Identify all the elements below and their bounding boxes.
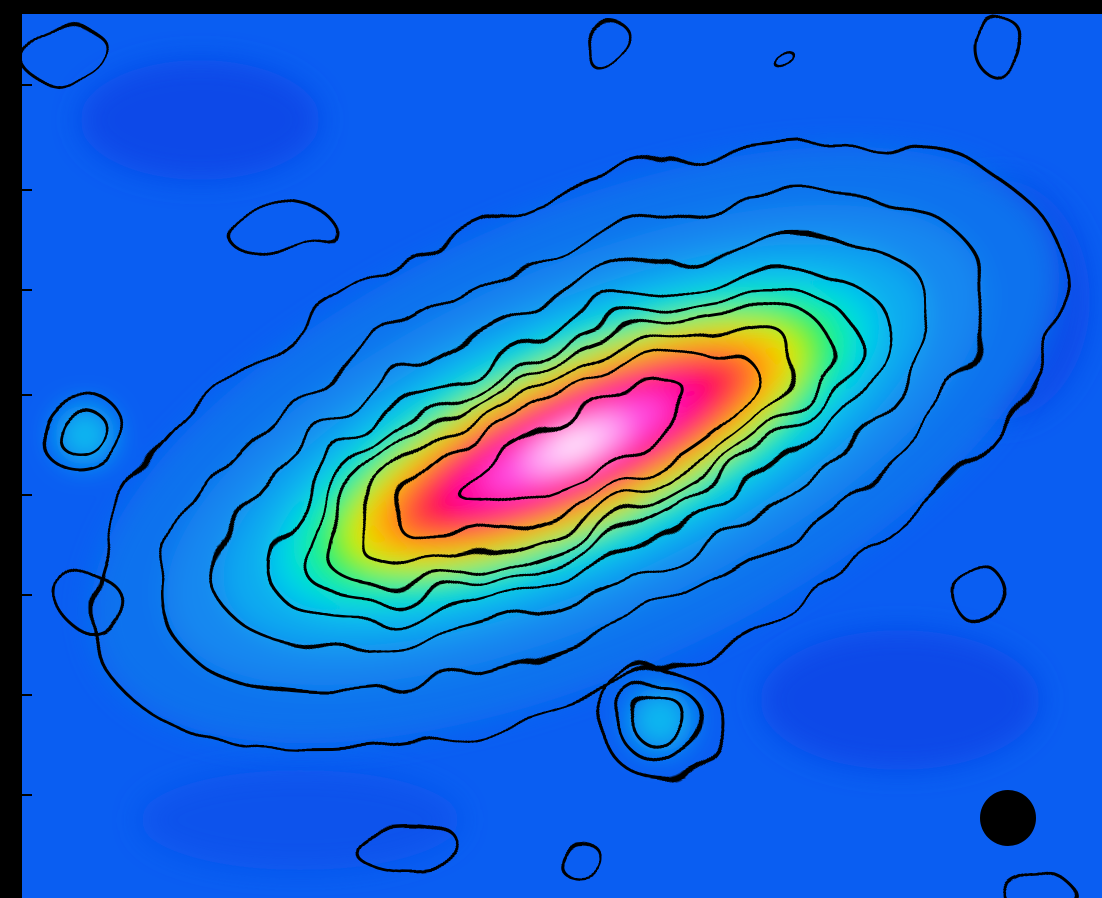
map-area	[2, 14, 1102, 898]
patch	[140, 770, 460, 870]
blob	[55, 405, 115, 465]
contour-map	[0, 0, 1102, 898]
beam	[980, 790, 1036, 846]
patch	[80, 60, 320, 180]
page: (() => { const data = JSON.parse(documen…	[0, 0, 1102, 898]
patch	[760, 630, 1040, 770]
